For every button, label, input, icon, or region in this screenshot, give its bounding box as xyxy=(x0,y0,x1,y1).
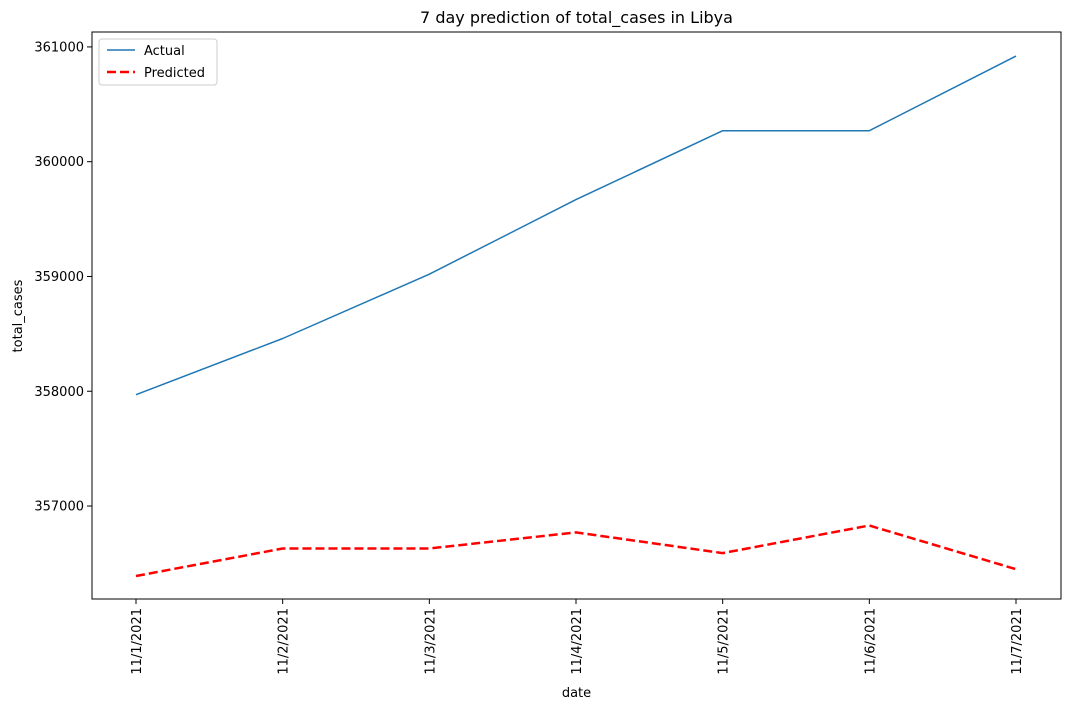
y-tick-label: 361000 xyxy=(34,40,84,55)
series-predicted-point xyxy=(1015,568,1017,570)
series-actual-point xyxy=(575,199,577,201)
series-actual-point xyxy=(429,273,431,275)
legend-predicted-label: Predicted xyxy=(144,66,205,81)
chart-title: 7 day prediction of total_cases in Libya xyxy=(420,8,733,28)
y-tick-label: 360000 xyxy=(34,155,84,170)
plot-area xyxy=(91,31,1062,600)
series-actual-point xyxy=(869,130,871,132)
series-predicted-line xyxy=(135,524,1017,578)
series-actual-point xyxy=(1015,55,1017,57)
series-actual-point xyxy=(282,338,284,340)
series-predicted-point xyxy=(282,548,284,550)
y-tick-label: 358000 xyxy=(34,385,84,400)
legend: Actual Predicted xyxy=(98,38,218,86)
x-tick-label: 11/6/2021 xyxy=(863,608,878,675)
series-actual-line xyxy=(135,55,1017,396)
series-actual-point xyxy=(722,130,724,132)
x-tick-label: 11/1/2021 xyxy=(130,608,145,675)
series-layer xyxy=(135,55,1017,578)
y-axis-label: total_cases xyxy=(11,279,26,352)
series-predicted-point xyxy=(429,548,431,550)
series-predicted-point xyxy=(869,525,871,527)
x-axis: 11/1/2021 11/2/2021 11/3/2021 11/4/2021 11/5… xyxy=(130,599,1025,675)
x-axis-label: date xyxy=(562,686,591,701)
x-tick-label: 11/2/2021 xyxy=(277,608,292,675)
y-tick-label: 357000 xyxy=(34,500,84,515)
series-predicted-point xyxy=(575,532,577,534)
legend-actual-label: Actual xyxy=(144,44,185,59)
series-predicted-point xyxy=(722,552,724,554)
x-tick-label: 11/7/2021 xyxy=(1010,608,1025,675)
x-tick-label: 11/3/2021 xyxy=(423,608,438,675)
y-tick-label: 359000 xyxy=(34,270,84,285)
x-tick-label: 11/4/2021 xyxy=(570,608,585,675)
series-actual-point xyxy=(135,394,137,396)
x-tick-label: 11/5/2021 xyxy=(717,608,732,675)
series-predicted-point xyxy=(135,575,137,577)
y-axis: 357000 358000 359000 360000 361000 xyxy=(34,40,92,515)
